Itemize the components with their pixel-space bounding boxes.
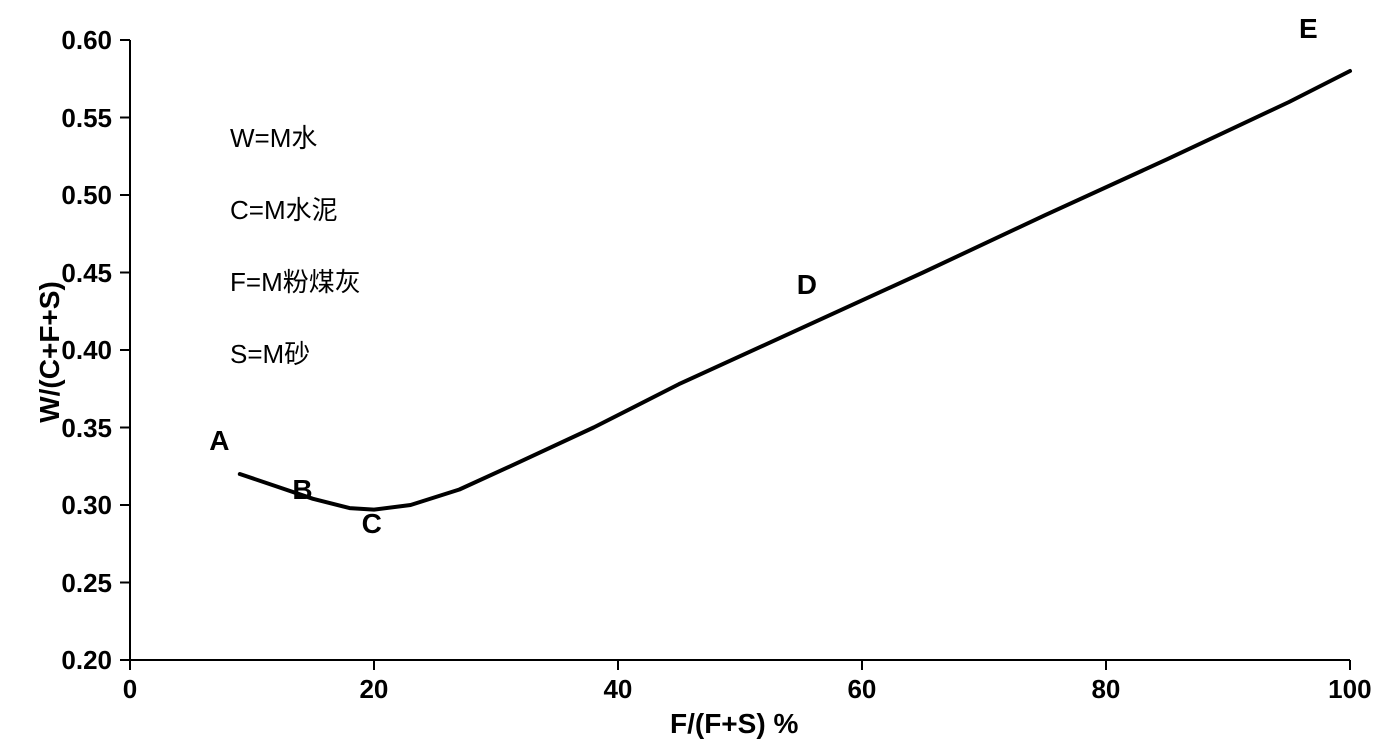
x-tick-label: 60 [847,674,876,705]
point-label: D [797,269,817,301]
legend-item: W=M水 [230,118,317,155]
point-label: B [292,474,312,506]
legend-item: F=M粉煤灰 [230,262,361,299]
x-tick-label: 80 [1091,674,1120,705]
x-axis-label: F/(F+S) % [670,708,798,740]
y-tick-label: 0.55 [61,103,112,134]
y-tick-label: 0.60 [61,25,112,56]
y-tick-label: 0.45 [61,258,112,289]
y-tick-label: 0.35 [61,413,112,444]
point-label: A [209,425,229,457]
x-tick-label: 40 [603,674,632,705]
legend-item: C=M水泥 [230,190,338,227]
point-label: C [362,508,382,540]
y-tick-label: 0.40 [61,335,112,366]
y-axis-label: W/(C+F+S) [34,262,66,442]
data-curve [240,71,1350,510]
point-label: E [1299,13,1318,45]
x-tick-label: 20 [359,674,388,705]
y-tick-label: 0.25 [61,568,112,599]
y-tick-label: 0.20 [61,645,112,676]
x-tick-label: 100 [1328,674,1371,705]
legend-item: S=M砂 [230,334,310,371]
y-tick-label: 0.50 [61,180,112,211]
chart-container: 0.20 0.25 0.30 0.35 0.40 0.45 0.50 0.55 0.60 0 20… [0,0,1392,749]
x-tick-label: 0 [123,674,137,705]
chart-svg [0,0,1392,749]
y-tick-label: 0.30 [61,490,112,521]
